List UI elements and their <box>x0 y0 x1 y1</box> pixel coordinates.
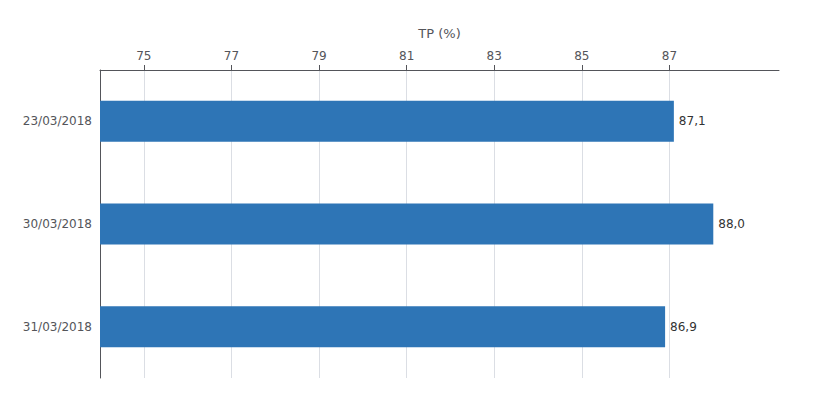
svg-text:79: 79 <box>311 49 326 63</box>
svg-text:30/03/2018: 30/03/2018 <box>23 217 92 231</box>
svg-text:87,1: 87,1 <box>679 114 706 128</box>
svg-text:23/03/2018: 23/03/2018 <box>23 114 92 128</box>
svg-text:86,9: 86,9 <box>670 320 697 334</box>
svg-text:81: 81 <box>399 49 414 63</box>
svg-text:85: 85 <box>574 49 589 63</box>
svg-text:75: 75 <box>136 49 151 63</box>
svg-text:31/03/2018: 31/03/2018 <box>23 320 92 334</box>
svg-text:88,0: 88,0 <box>718 217 745 231</box>
svg-text:83: 83 <box>487 49 502 63</box>
svg-text:TP (%): TP (%) <box>417 26 460 41</box>
svg-text:87: 87 <box>662 49 677 63</box>
svg-text:77: 77 <box>224 49 239 63</box>
